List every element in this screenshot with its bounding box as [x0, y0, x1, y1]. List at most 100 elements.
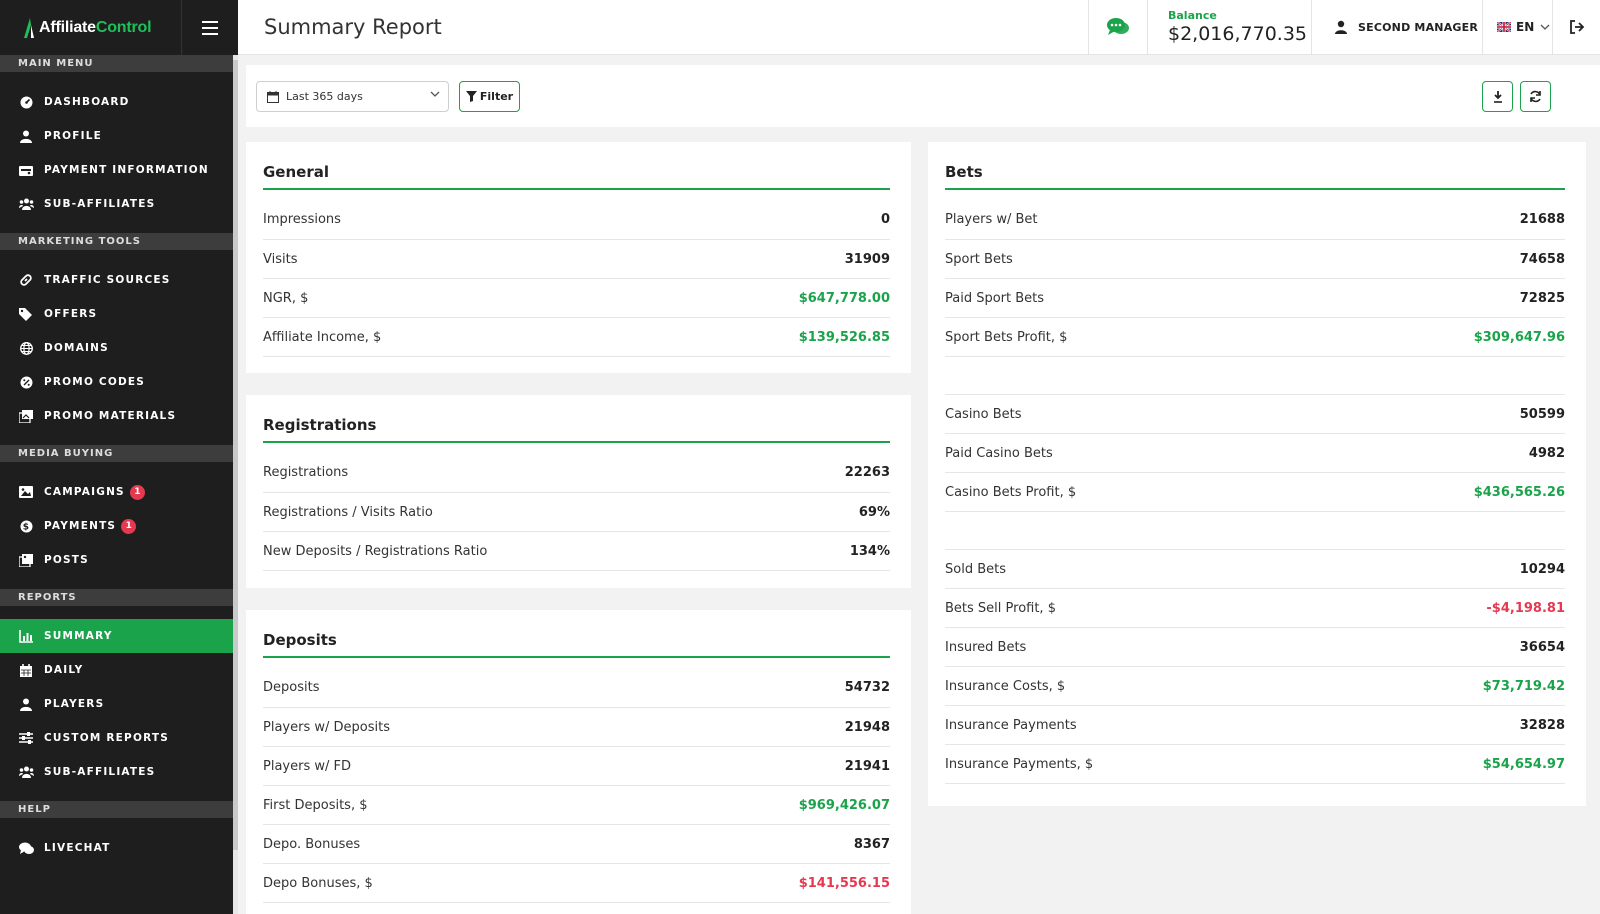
stat-label: Players w/ Bet [945, 211, 1038, 227]
uk-flag-icon [1497, 22, 1511, 32]
stat-value: 74658 [1519, 251, 1565, 267]
stat-value: 8367 [853, 836, 890, 852]
sidebar-scrollbar[interactable] [233, 55, 238, 914]
sidebar-item-label: CAMPAIGNS [44, 486, 125, 498]
bets-rows: Players w/ Bet 21688 Sport Bets 74658 Paid S… [928, 190, 1586, 784]
logo-text-affiliate: Affiliate [39, 18, 96, 36]
period-select[interactable]: Last 365 days [256, 81, 449, 112]
general-card: General Impressions 0 Visits 31909 NGR, $ $64… [246, 142, 911, 373]
sidebar-item-dashboard[interactable]: DASHBOARD [0, 85, 238, 119]
page-title: Summary Report [264, 15, 442, 39]
stat-row: Visits 31909 [263, 240, 890, 279]
sidebar-nav: MAIN MENU DASHBOARD PROFILE PAYMENT INFORMA… [0, 55, 238, 877]
sidebar-item-sub-affiliates[interactable]: SUB-AFFILIATES [0, 755, 238, 789]
chevron-down-icon [1540, 24, 1550, 30]
stat-row: Insurance Payments 32828 [945, 706, 1565, 745]
language-selector[interactable]: EN [1482, 0, 1552, 55]
logo[interactable]: Affiliate Control [0, 0, 182, 55]
sidebar-item-promo-codes[interactable]: PROMO CODES [0, 365, 238, 399]
user-name: SECOND MANAGER [1358, 20, 1479, 34]
stat-label: Depo. Bonuses [263, 836, 361, 852]
sidebar-item-custom-reports[interactable]: CUSTOM REPORTS [0, 721, 238, 755]
download-button[interactable] [1482, 81, 1513, 112]
logo-text-control: Control [95, 18, 152, 36]
stat-row: Paid Casino Bets 4982 [945, 434, 1565, 473]
logo-mark-icon [24, 17, 34, 38]
sidebar-item-domains[interactable]: DOMAINS [0, 331, 238, 365]
stat-label: Sport Bets [945, 251, 1013, 267]
stat-value: 10294 [1519, 561, 1565, 577]
sidebar-item-payments[interactable]: $ PAYMENTS 1 [0, 509, 238, 543]
stat-value: $969,426.07 [798, 797, 890, 813]
stat-row: Casino Bets 50599 [945, 395, 1565, 434]
sidebar-item-livechat[interactable]: LIVECHAT [0, 831, 238, 865]
sidebar-item-label: PAYMENT INFORMATION [44, 164, 209, 176]
sidebar-item-players[interactable]: PLAYERS [0, 687, 238, 721]
stat-row: Sport Bets Profit, $ $309,647.96 [945, 318, 1565, 357]
sidebar-item-posts[interactable]: POSTS [0, 543, 238, 577]
user-menu[interactable]: SECOND MANAGER [1311, 0, 1482, 55]
sidebar-item-sub-affiliates[interactable]: SUB-AFFILIATES [0, 187, 238, 221]
refresh-button[interactable] [1520, 81, 1551, 112]
stat-row: Registrations 22263 [263, 443, 890, 493]
chat-icon [18, 840, 34, 856]
stat-row: New Deposits / Registrations Ratio 134% [263, 532, 890, 571]
sidebar-item-label: SUB-AFFILIATES [44, 198, 156, 210]
stat-label: Insurance Costs, $ [945, 678, 1066, 694]
stat-label: Sport Bets Profit, $ [945, 329, 1068, 345]
stat-value: $141,556.15 [798, 875, 890, 891]
stat-row: Players w/ Bet 21688 [945, 190, 1565, 240]
sidebar-item-profile[interactable]: PROFILE [0, 119, 238, 153]
user-icon [1335, 20, 1347, 34]
sidebar-section-title: MARKETING TOOLS [0, 233, 238, 250]
images-icon [18, 408, 34, 424]
stat-value: $647,778.00 [798, 290, 890, 306]
brand-bar: Affiliate Control [0, 0, 238, 55]
stat-label: First Deposits, $ [263, 797, 368, 813]
filter-button[interactable]: Filter [459, 81, 520, 112]
image-icon [18, 484, 34, 500]
sidebar-item-traffic-sources[interactable]: TRAFFIC SOURCES [0, 263, 238, 297]
sidebar-menu: LIVECHAT [0, 818, 238, 877]
sidebar-item-promo-materials[interactable]: PROMO MATERIALS [0, 399, 238, 433]
deposits-card: Deposits Deposits 54732 Players w/ Deposit… [246, 610, 911, 914]
sidebar-item-label: PLAYERS [44, 698, 105, 710]
stat-row: First Deposits, $ $969,426.07 [263, 786, 890, 825]
stat-value: 22263 [844, 464, 890, 480]
registrations-card: Registrations Registrations 22263 Registra… [246, 395, 911, 588]
deposits-rows: Deposits 54732 Players w/ Deposits 21948 Pla… [246, 658, 911, 903]
menu-toggle-button[interactable] [182, 0, 238, 55]
download-icon [1493, 90, 1502, 103]
language-code: EN [1516, 20, 1535, 34]
filter-icon [465, 91, 477, 102]
bets-title: Bets [945, 142, 1565, 190]
sidebar-item-label: DAILY [44, 664, 84, 676]
stat-row: Deposits 54732 [263, 658, 890, 708]
stat-row: Depo. Bonuses 8367 [263, 825, 890, 864]
sidebar-item-offers[interactable]: OFFERS [0, 297, 238, 331]
stat-row: Sport Bets 74658 [945, 240, 1565, 279]
sidebar-section-title: HELP [0, 801, 238, 818]
dollar-icon: $ [18, 518, 34, 534]
chat-button[interactable] [1088, 0, 1147, 55]
logout-button[interactable] [1552, 0, 1600, 55]
stat-value: 50599 [1519, 406, 1565, 422]
sidebar-item-payment-information[interactable]: PAYMENT INFORMATION [0, 153, 238, 187]
sidebar-item-campaigns[interactable]: CAMPAIGNS 1 [0, 475, 238, 509]
sidebar-item-summary[interactable]: SUMMARY [0, 619, 238, 653]
balance-label: Balance [1168, 9, 1217, 22]
stat-label: Visits [263, 251, 298, 267]
badge-percent-icon [18, 374, 34, 390]
stat-value: 31909 [844, 251, 890, 267]
registrations-title: Registrations [263, 395, 890, 443]
stat-row: Bets Sell Profit, $ -$4,198.81 [945, 589, 1565, 628]
sidebar-item-daily[interactable]: DAILY [0, 653, 238, 687]
registrations-rows: Registrations 22263 Registrations / Visits… [246, 443, 911, 571]
sidebar: Affiliate Control MAIN MENU DASHBOARD PROFI… [0, 0, 238, 914]
filter-label: Filter [479, 90, 514, 103]
balance-widget: Balance $2,016,770.35 [1147, 0, 1311, 55]
notification-badge: 1 [121, 518, 137, 534]
stat-value: 4982 [1528, 445, 1565, 461]
notification-badge: 1 [129, 484, 145, 500]
scrollbar-thumb[interactable] [233, 60, 238, 850]
